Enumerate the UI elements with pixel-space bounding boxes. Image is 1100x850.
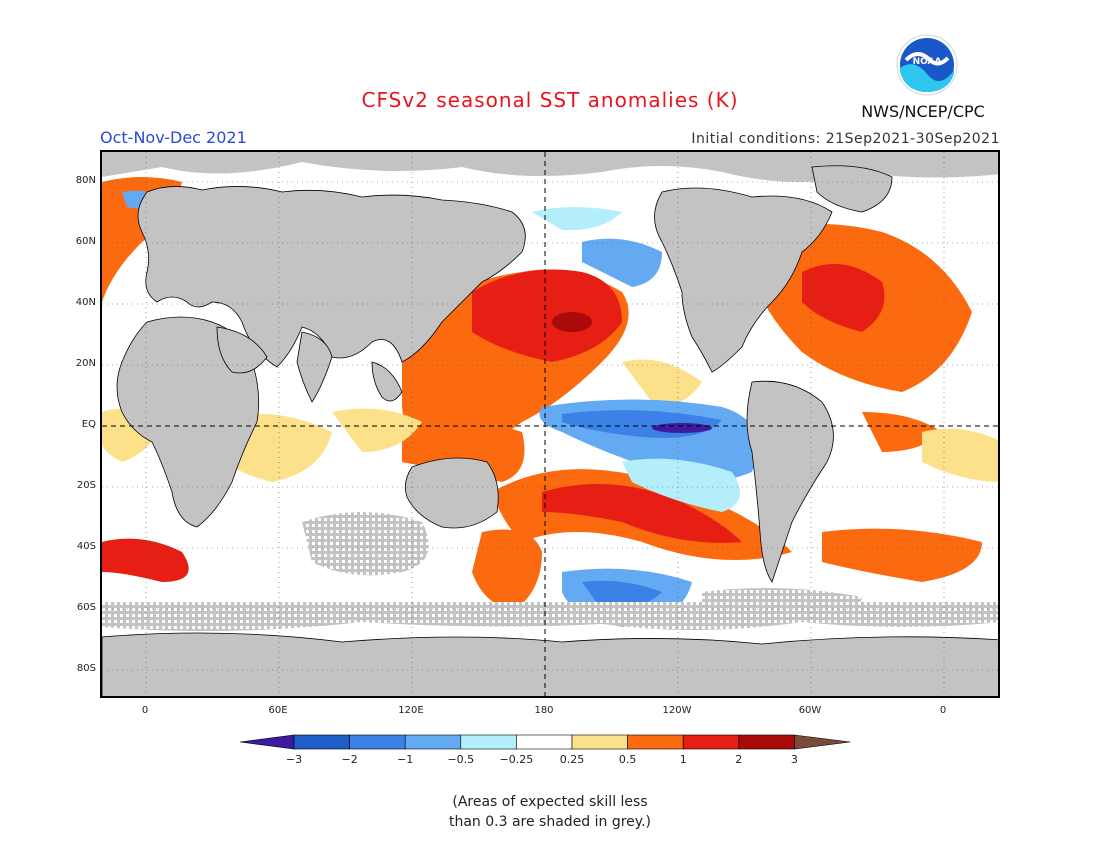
- equator-dateline: [102, 152, 998, 696]
- lat-label: 60N: [75, 236, 96, 247]
- colorbar-tick-label: 1: [679, 753, 687, 766]
- lon-label: 120E: [398, 705, 424, 716]
- australia: [404, 457, 499, 529]
- skill-note-line-2: than 0.3 are shaded in grey.): [448, 814, 651, 830]
- eurasia: [137, 186, 526, 368]
- lat-label: 20S: [76, 480, 96, 491]
- southeast-asia: [371, 361, 403, 402]
- chart-title: CFSv2 seasonal SST anomalies (K): [361, 88, 739, 112]
- lat-label: 40S: [76, 541, 96, 552]
- antarctica: [102, 632, 998, 696]
- colorbar-tick-label: −0.25: [499, 753, 534, 766]
- colorbar-segment: [460, 734, 517, 750]
- lat-label: EQ: [81, 419, 96, 430]
- lat-label: 40N: [75, 297, 96, 308]
- lat-label: 80N: [75, 175, 96, 186]
- arabia: [216, 326, 268, 374]
- colorbar: [239, 734, 851, 750]
- colorbar-tick-label: 3: [790, 753, 798, 766]
- colorbar-tick-label: 0.5: [618, 753, 637, 766]
- lat-label: 60S: [76, 602, 96, 613]
- colorbar-arrow-high: [794, 734, 851, 750]
- skill-note: (Areas of expected skill less than 0.3 a…: [0, 792, 1100, 832]
- colorbar-segment: [404, 734, 462, 750]
- colorbar-segment: [571, 734, 628, 750]
- lon-label: 0: [939, 705, 947, 716]
- lon-label: 60W: [798, 705, 822, 716]
- initial-conditions-label: Initial conditions: 21Sep2021-30Sep2021: [691, 131, 1000, 147]
- graticule: [102, 152, 998, 696]
- colorbar-tick-label: −3: [285, 753, 303, 766]
- south-america: [746, 380, 834, 583]
- noaa-logo: NOAA: [896, 34, 958, 96]
- lon-label: 180: [534, 705, 554, 716]
- colorbar-tick-label: 2: [735, 753, 743, 766]
- season-label: Oct-Nov-Dec 2021: [100, 128, 247, 147]
- colorbar-tick-label: −0.5: [447, 753, 475, 766]
- colorbar-segment: [349, 734, 406, 750]
- colorbar-segment: [682, 734, 740, 750]
- greenland: [811, 165, 893, 213]
- lon-label: 60E: [268, 705, 288, 716]
- organization-label: NWS/NCEP/CPC: [861, 102, 985, 121]
- warm-anomaly-regions: [102, 177, 998, 612]
- colorbar-arrow-low: [239, 734, 295, 750]
- colorbar-tick-label: −1: [397, 753, 414, 766]
- colorbar-tick-label: 0.25: [559, 753, 585, 766]
- north-america: [654, 187, 833, 373]
- colorbar-segment: [738, 734, 795, 750]
- low-skill-regions: [102, 152, 998, 631]
- sst-anomaly-map: [100, 150, 1000, 698]
- colorbar-segment: [627, 734, 684, 750]
- lon-label: 0: [141, 705, 149, 716]
- lat-label: 20N: [75, 358, 96, 369]
- lat-label: 80S: [76, 663, 96, 674]
- land-masses: [102, 165, 998, 696]
- noaa-logo-text: NOAA: [913, 57, 942, 67]
- colorbar-segment: [293, 734, 350, 750]
- colorbar-segment: [516, 734, 573, 750]
- lon-label: 120W: [662, 705, 692, 716]
- colorbar-tick-label: −2: [341, 753, 358, 766]
- skill-note-line-1: (Areas of expected skill less: [452, 794, 648, 810]
- india: [296, 331, 333, 403]
